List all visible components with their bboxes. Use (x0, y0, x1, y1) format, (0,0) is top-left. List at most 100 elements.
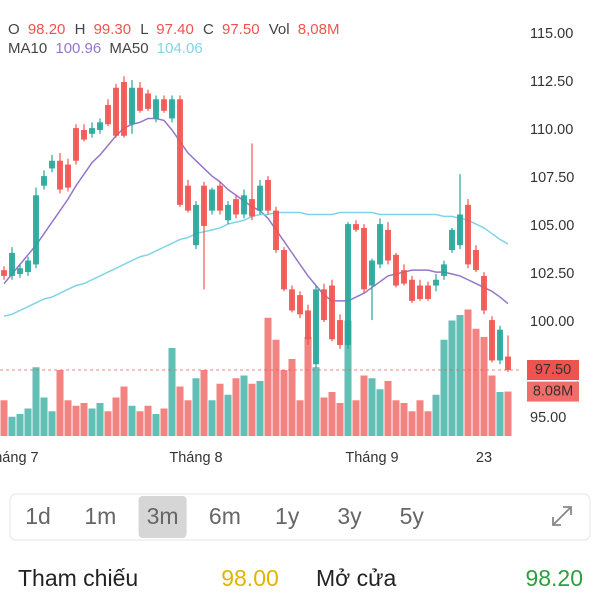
volume-bar (48, 411, 56, 436)
candle-body (73, 128, 79, 161)
close-value: 97.50 (222, 21, 260, 38)
candle-body (161, 99, 167, 111)
volume-tag: 8.08M (533, 383, 573, 399)
volume-bar (432, 394, 440, 436)
candle-body (185, 185, 191, 211)
volume-bar (232, 378, 240, 436)
candle-body (265, 179, 271, 211)
ma50-value: 104.06 (157, 40, 203, 57)
candle-body (201, 185, 207, 226)
volume-bar (488, 375, 496, 436)
candle-body (153, 99, 159, 119)
chart: Tháng 7 Tháng 8 Tháng 9 23 95.00 97.50 100.00 1… (0, 26, 579, 466)
candle-body (49, 160, 55, 169)
volume-bar (400, 403, 408, 436)
high-value: 99.30 (94, 21, 132, 38)
volume-bar (72, 405, 80, 436)
volume-bar (112, 397, 120, 436)
volume-bar (480, 337, 488, 436)
y-tick-label: 100.00 (530, 314, 574, 330)
candle-body (433, 279, 439, 286)
volume-bar (216, 383, 224, 436)
candle-body (457, 214, 463, 246)
volume-bar (200, 370, 208, 436)
candle-body (345, 224, 351, 346)
candle-body (473, 250, 479, 271)
range-tab[interactable]: 5y (400, 503, 425, 529)
range-tab[interactable]: 1m (84, 503, 116, 529)
volume-bar (504, 391, 512, 436)
reference-label: Tham chiếu (18, 565, 138, 591)
ma-line: MA10 100.96 MA50 104.06 (8, 40, 203, 57)
volume-bar (144, 405, 152, 436)
candle-body (417, 285, 423, 299)
y-tick-label: 105.00 (530, 218, 574, 234)
expand-icon[interactable] (552, 506, 572, 526)
candle-body (9, 252, 15, 276)
volume-bar (168, 348, 176, 436)
volume-bar (240, 375, 248, 436)
range-tab[interactable]: 1d (25, 503, 51, 529)
volume-bar (32, 367, 40, 436)
candle-body (17, 268, 23, 274)
volume-bar (392, 400, 400, 436)
candle-body (193, 204, 199, 246)
volume-bar (464, 309, 472, 436)
volume-bar (424, 411, 432, 436)
volume-bar (456, 315, 464, 436)
volume-bar (496, 392, 504, 436)
open-label: Mở cửa (316, 565, 397, 591)
volume-bar (0, 400, 8, 436)
volume-bar (88, 408, 96, 436)
volume-bar (16, 414, 24, 436)
candle-body (361, 227, 367, 290)
candle-body (281, 250, 287, 290)
candle-body (409, 279, 415, 301)
volume-bar (40, 397, 48, 436)
y-tick-label: 112.50 (530, 74, 573, 90)
candle-body (481, 275, 487, 311)
range-tab[interactable]: 3m (147, 503, 179, 529)
range-tab[interactable]: 1y (275, 503, 300, 529)
volume-bar (8, 416, 16, 436)
volume-bar (152, 414, 160, 436)
volume-bar (104, 411, 112, 436)
candle-body (89, 128, 95, 134)
candle-body (321, 289, 327, 321)
volume-bar (368, 378, 376, 436)
volume-bar (128, 405, 136, 436)
low-value: 97.40 (156, 21, 194, 38)
candle-body (217, 185, 223, 211)
candle-body (369, 260, 375, 286)
candle-body (121, 82, 127, 136)
price-tag: 97.50 (535, 362, 571, 378)
candle-body (305, 310, 311, 340)
volume-bar (176, 386, 184, 436)
candle-body (425, 285, 431, 299)
volume-bar (56, 370, 64, 436)
candle-body (393, 254, 399, 286)
volume-tag-bg (527, 381, 579, 402)
candle-body (81, 130, 87, 140)
x-tick-label: 23 (476, 450, 492, 466)
candle-body (337, 320, 343, 346)
ma-line (3, 211, 509, 317)
x-tick-label: Tháng 9 (345, 450, 398, 466)
candle-body (65, 164, 71, 188)
volume-bar (448, 320, 456, 436)
price-tag-bg (527, 360, 579, 380)
candle-body (329, 285, 335, 340)
candle-body (289, 289, 295, 311)
x-tick-label: Tháng 8 (169, 450, 222, 466)
range-tab[interactable]: 3y (337, 503, 362, 529)
reference-value: 98.00 (221, 565, 279, 591)
candle-body (297, 295, 303, 315)
volume-bar (360, 375, 368, 436)
candle-body (401, 270, 407, 284)
ma10-label: MA10 (8, 40, 47, 57)
range-tab[interactable]: 6m (209, 503, 241, 529)
candle-body (225, 204, 231, 221)
volume-bar (472, 328, 480, 436)
